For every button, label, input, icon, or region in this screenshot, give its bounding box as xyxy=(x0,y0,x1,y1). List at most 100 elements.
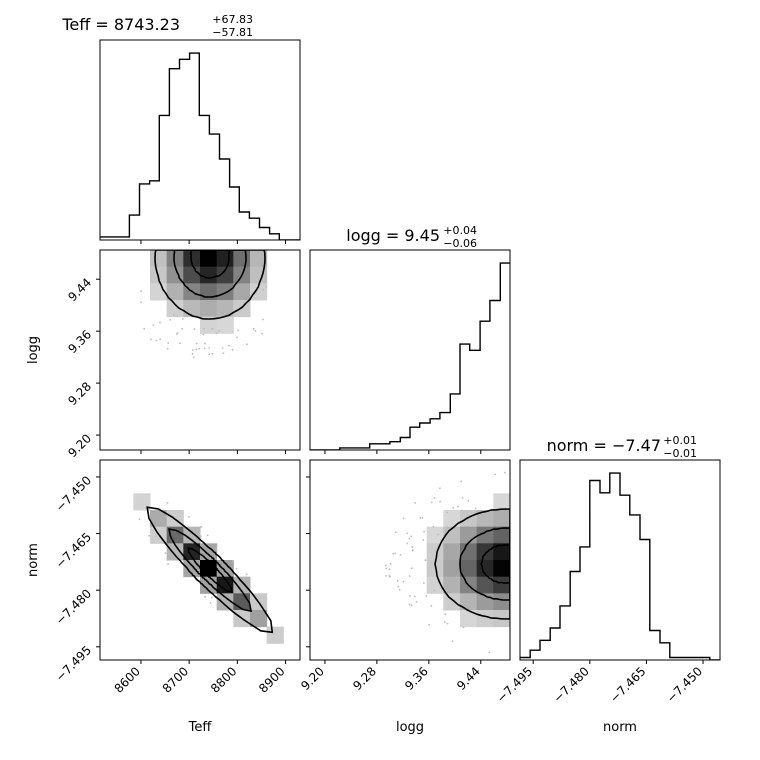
density-cell xyxy=(216,300,234,318)
scatter-point xyxy=(439,487,441,490)
scatter-point xyxy=(443,620,446,623)
density-cell xyxy=(166,250,184,268)
density-cell xyxy=(200,300,218,318)
density-cell xyxy=(443,526,461,544)
xlabel-teff: Teff xyxy=(188,720,213,735)
scatter-point xyxy=(211,352,214,355)
scatter-point xyxy=(402,580,405,583)
density-cell xyxy=(426,526,444,544)
panel-frame xyxy=(309,249,511,451)
scatter-point xyxy=(265,285,268,288)
scatter-point xyxy=(423,530,425,533)
density-cell xyxy=(166,300,184,318)
scatter-point xyxy=(192,356,195,359)
panel-frame xyxy=(99,249,301,451)
scatter-point xyxy=(410,535,413,538)
scatter-point xyxy=(164,552,167,555)
scatter-point xyxy=(385,567,388,570)
density-cell xyxy=(200,266,218,284)
density-cell xyxy=(183,266,201,284)
histogram-logg xyxy=(310,262,510,451)
scatter-point xyxy=(215,332,218,335)
scatter-point xyxy=(422,582,425,584)
scatter-point xyxy=(411,546,414,548)
density-cell xyxy=(443,560,461,578)
density-cell xyxy=(476,510,494,528)
contour-line xyxy=(187,547,234,594)
density-cell xyxy=(150,510,168,528)
scatter-point xyxy=(221,347,224,350)
scatter-point xyxy=(439,500,442,503)
density-cell xyxy=(493,543,511,561)
scatter-point xyxy=(148,534,151,537)
scatter-point xyxy=(208,346,211,349)
scatter-point xyxy=(451,640,454,643)
density-cell xyxy=(443,593,461,611)
scatter-point xyxy=(406,532,409,535)
scatter-point xyxy=(192,349,194,352)
scatter-point xyxy=(261,332,263,335)
scatter-point xyxy=(425,595,428,597)
scatter-point xyxy=(385,564,387,567)
scatter-point xyxy=(424,559,427,562)
density-cell xyxy=(443,510,461,528)
density-cell xyxy=(443,576,461,594)
density-cell xyxy=(216,576,234,594)
density-cell xyxy=(476,610,494,628)
title-teff-sup: +67.83 xyxy=(212,13,253,26)
scatter-point xyxy=(414,595,416,598)
panel-mask xyxy=(0,40,760,760)
scatter-point xyxy=(152,324,155,326)
scatter-point xyxy=(140,301,142,304)
scatter-point xyxy=(198,347,201,350)
density-cell xyxy=(460,543,478,561)
scatter-point xyxy=(408,575,411,577)
scatter-point xyxy=(414,502,416,504)
density-cell xyxy=(443,543,461,561)
gap-mask xyxy=(0,240,760,250)
scatter-point xyxy=(206,534,209,537)
scatter-point xyxy=(215,545,218,548)
density-cell xyxy=(216,250,234,268)
scatter-point xyxy=(231,348,234,351)
title-norm-sub: −0.01 xyxy=(663,447,697,460)
scatter-point xyxy=(181,318,184,320)
scatter-point xyxy=(394,531,397,534)
scatter-point xyxy=(166,347,169,350)
scatter-point xyxy=(203,327,205,330)
density-cell xyxy=(250,283,268,301)
scatter-point xyxy=(392,552,395,555)
density-cell xyxy=(476,576,494,594)
scatter-point xyxy=(399,553,402,556)
density-cell xyxy=(183,250,201,268)
scatter-point xyxy=(203,347,206,350)
scatter-point xyxy=(460,480,463,483)
density-cell xyxy=(426,543,444,561)
scatter-point xyxy=(422,539,425,541)
scatter-point xyxy=(430,604,433,607)
scatter-point xyxy=(410,604,413,607)
scatter-point xyxy=(446,622,449,625)
axes-frames xyxy=(99,39,721,661)
scatter-point xyxy=(246,343,248,346)
scatter-point xyxy=(474,507,477,510)
scatter-point xyxy=(262,318,265,321)
density-cell xyxy=(216,316,234,334)
scatter-point xyxy=(436,533,439,536)
density-cell xyxy=(200,283,218,301)
scatter-point xyxy=(178,342,181,345)
scatter-point xyxy=(394,552,397,555)
density-cell xyxy=(460,610,478,628)
title-teff-sub: −57.81 xyxy=(212,26,253,39)
scatter-point xyxy=(167,342,170,344)
scatter-point xyxy=(237,329,240,332)
scatter-point xyxy=(211,327,214,330)
density-cell xyxy=(166,283,184,301)
scatter-point xyxy=(166,559,169,561)
scatter-point xyxy=(218,329,220,332)
scatter-point xyxy=(222,352,225,355)
scatter-point xyxy=(396,580,399,582)
scatter-point xyxy=(208,353,211,356)
scatter-point xyxy=(389,563,392,565)
